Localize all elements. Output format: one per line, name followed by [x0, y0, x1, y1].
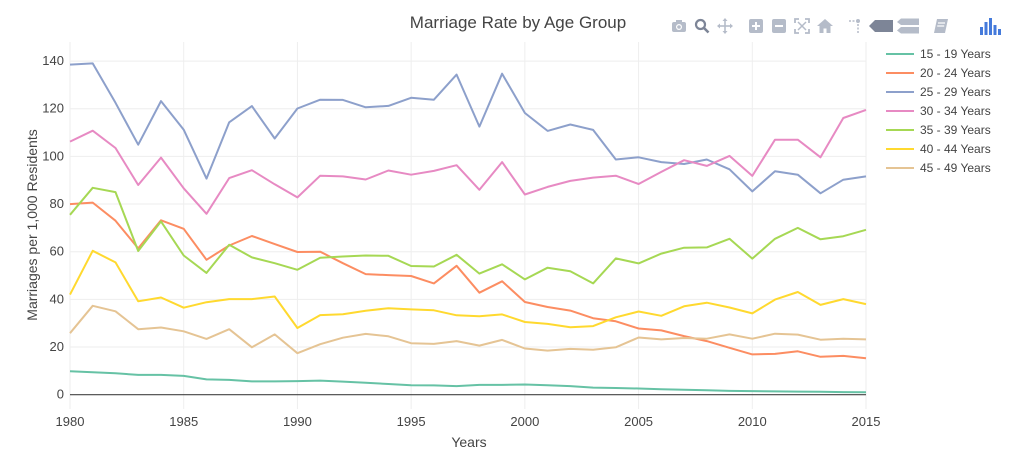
series-line-2[interactable] [69, 201, 867, 360]
legend-label: 35 - 39 Years [920, 123, 991, 137]
y-tick-label: 80 [50, 196, 64, 211]
plot-area[interactable] [69, 62, 867, 394]
home-icon [817, 19, 833, 33]
x-tick-label: 1995 [397, 414, 426, 429]
y-tick-label: 0 [57, 387, 64, 402]
chart-title: Marriage Rate by Age Group [410, 13, 626, 32]
legend-item[interactable]: 45 - 49 Years [886, 161, 991, 175]
plotly-logo[interactable] [979, 15, 1001, 37]
autoscale-icon [794, 18, 810, 34]
x-axis: 1980 1985 1990 1995 2000 2005 2010 2015 [56, 414, 881, 429]
spike-lines-icon [849, 19, 860, 33]
compare-data-button[interactable] [895, 15, 921, 37]
y-axis: 0 20 40 60 80 100 120 140 [42, 53, 64, 402]
zoom-in-icon [749, 19, 763, 33]
legend-label: 45 - 49 Years [920, 161, 991, 175]
x-tick-label: 2010 [738, 414, 767, 429]
legend-label: 15 - 19 Years [920, 47, 991, 61]
legend-item[interactable]: 20 - 24 Years [886, 66, 991, 80]
legend-label: 25 - 29 Years [920, 85, 991, 99]
legend-item[interactable]: 30 - 34 Years [886, 104, 991, 118]
series-line-4[interactable] [69, 108, 867, 215]
modebar [668, 15, 1002, 37]
series-line-3[interactable] [69, 62, 867, 195]
x-axis-title: Years [451, 434, 486, 450]
legend-item[interactable]: 35 - 39 Years [886, 123, 991, 137]
series-line-6[interactable] [69, 249, 867, 329]
grid-lines [69, 42, 867, 409]
series-line-5[interactable] [69, 186, 867, 285]
series-line-1[interactable] [69, 370, 867, 394]
zoom-out-button[interactable] [768, 15, 790, 37]
edit-in-chart-studio-button[interactable] [930, 15, 952, 37]
y-axis-title: Marriages per 1,000 Residents [24, 129, 40, 320]
y-tick-label: 60 [50, 244, 64, 259]
legend-label: 30 - 34 Years [920, 104, 991, 118]
pan-button[interactable] [714, 15, 736, 37]
y-tick-label: 100 [42, 148, 64, 163]
download-plot-button[interactable] [668, 15, 690, 37]
edit-icon [934, 19, 948, 33]
zoom-out-icon [772, 19, 786, 33]
x-tick-label: 2005 [624, 414, 653, 429]
y-tick-label: 40 [50, 291, 64, 306]
x-tick-label: 1985 [169, 414, 198, 429]
legend-item[interactable]: 25 - 29 Years [886, 85, 991, 99]
x-tick-label: 2015 [852, 414, 881, 429]
legend-label: 40 - 44 Years [920, 142, 991, 156]
x-tick-label: 2000 [510, 414, 539, 429]
zoom-icon [694, 18, 710, 34]
legend[interactable]: 15 - 19 Years 20 - 24 Years 25 - 29 Years 3… [886, 47, 991, 175]
hover-compare-icon [897, 18, 919, 34]
x-tick-label: 1980 [56, 414, 85, 429]
series-line-7[interactable] [69, 304, 867, 355]
reset-axes-button[interactable] [814, 15, 836, 37]
zoom-button[interactable] [691, 15, 713, 37]
toggle-spike-lines-button[interactable] [845, 15, 867, 37]
show-closest-button[interactable] [868, 15, 894, 37]
zoom-in-button[interactable] [745, 15, 767, 37]
y-tick-label: 20 [50, 339, 64, 354]
y-tick-label: 140 [42, 53, 64, 68]
hover-closest-icon [869, 20, 893, 32]
legend-label: 20 - 24 Years [920, 66, 991, 80]
x-tick-label: 1990 [283, 414, 312, 429]
legend-item[interactable]: 40 - 44 Years [886, 142, 991, 156]
plotly-logo-icon [980, 18, 1001, 35]
camera-icon [672, 20, 686, 32]
y-tick-label: 120 [42, 101, 64, 116]
autoscale-button[interactable] [791, 15, 813, 37]
pan-icon [717, 18, 733, 34]
legend-item[interactable]: 15 - 19 Years [886, 47, 991, 61]
